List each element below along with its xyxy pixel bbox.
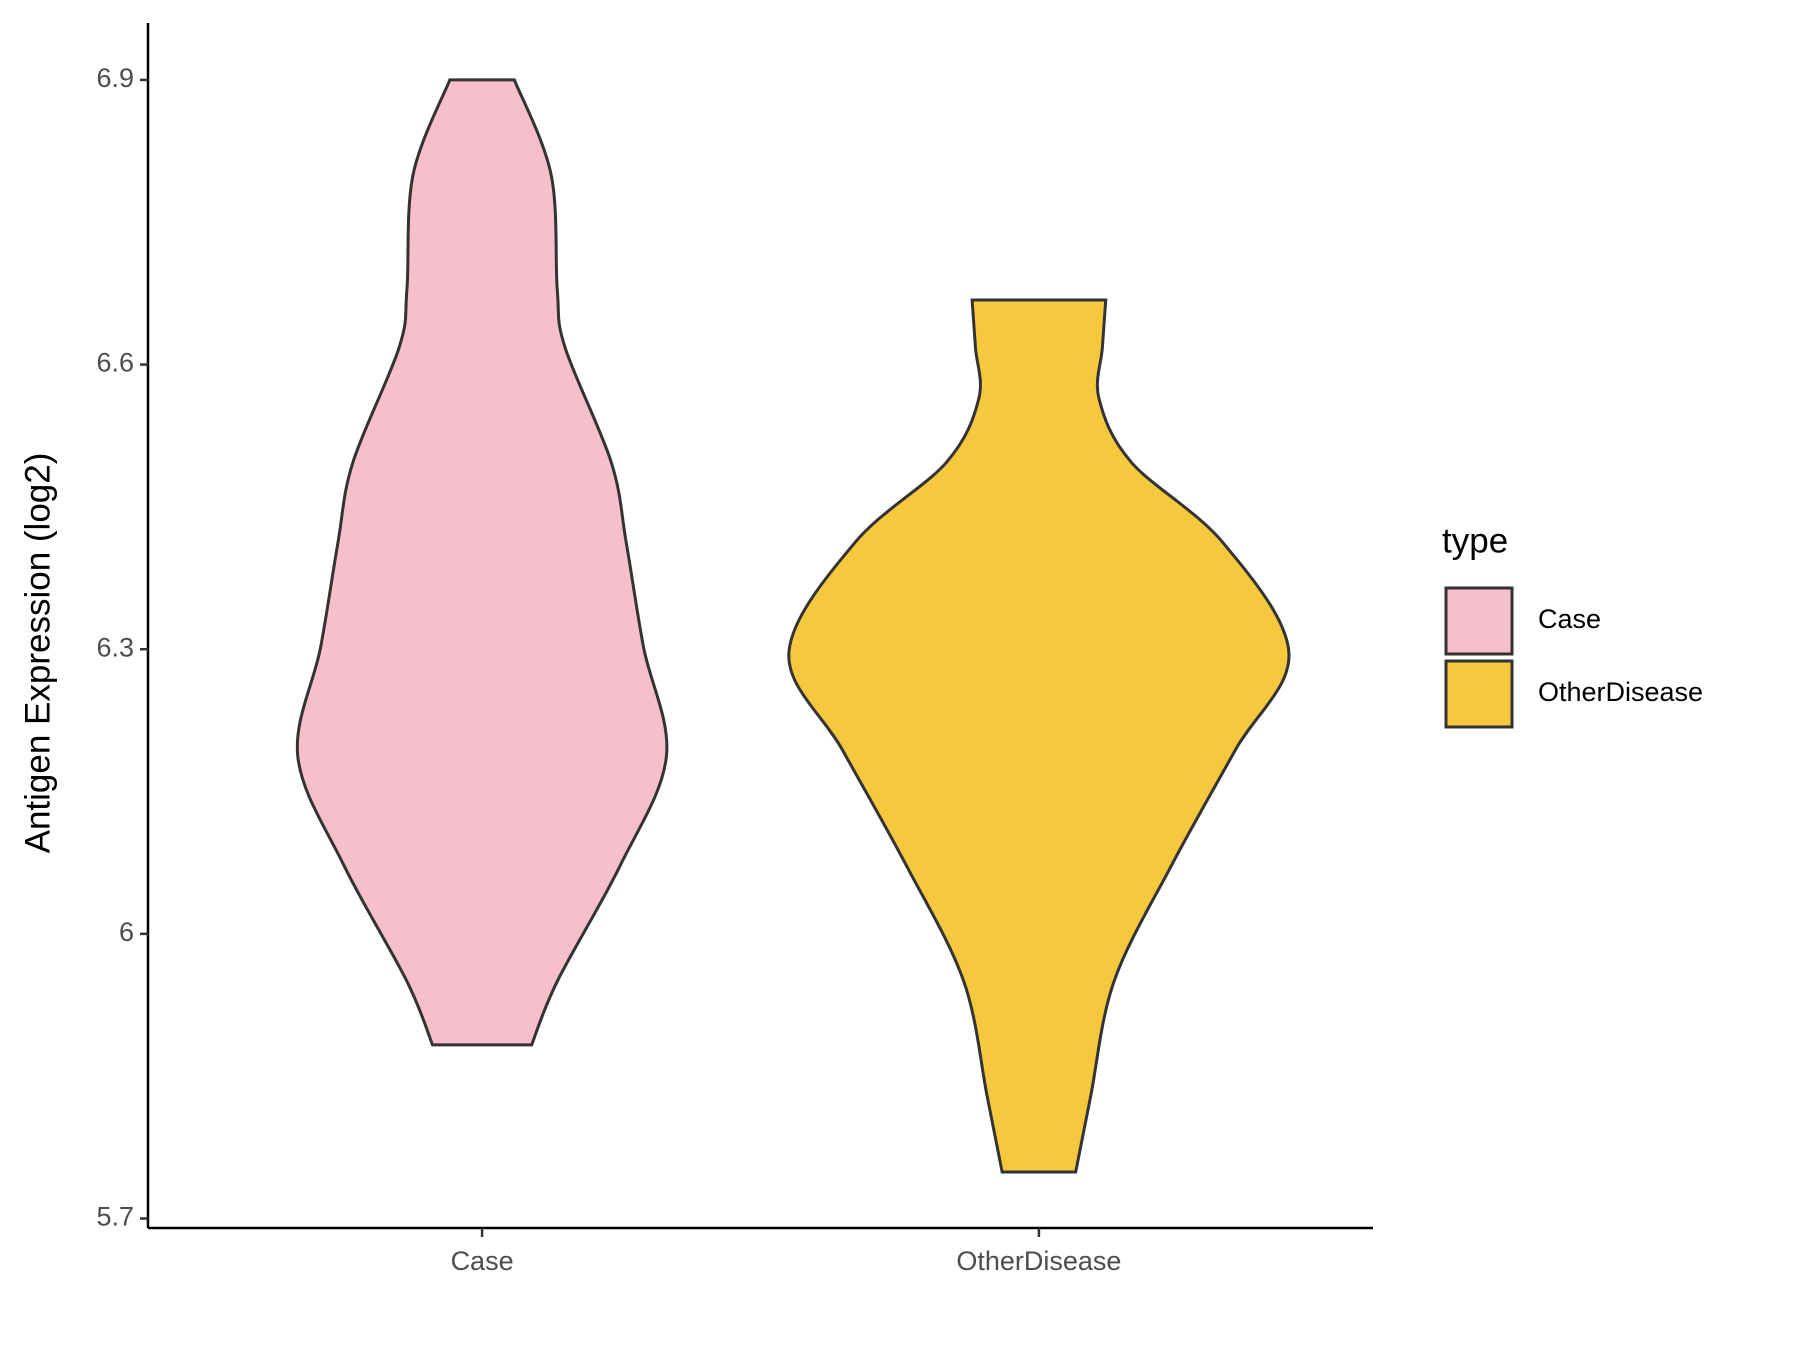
y-tick-label: 6.6 bbox=[96, 348, 134, 378]
x-tick-label: OtherDisease bbox=[956, 1246, 1121, 1276]
y-axis-title: Antigen Expression (log2) bbox=[18, 453, 57, 854]
legend-label: Case bbox=[1538, 604, 1601, 634]
x-tick-label: Case bbox=[451, 1246, 514, 1276]
y-tick-label: 6.9 bbox=[96, 63, 134, 93]
y-tick-label: 5.7 bbox=[96, 1202, 134, 1232]
legend-title: type bbox=[1442, 521, 1508, 560]
violin bbox=[295, 78, 669, 1047]
legend-key bbox=[1444, 586, 1514, 656]
y-tick-label: 6 bbox=[119, 917, 134, 947]
violin bbox=[787, 298, 1291, 1174]
legend-label: OtherDisease bbox=[1538, 677, 1703, 707]
y-tick-label: 6.3 bbox=[96, 632, 134, 662]
legend-key bbox=[1444, 659, 1514, 729]
